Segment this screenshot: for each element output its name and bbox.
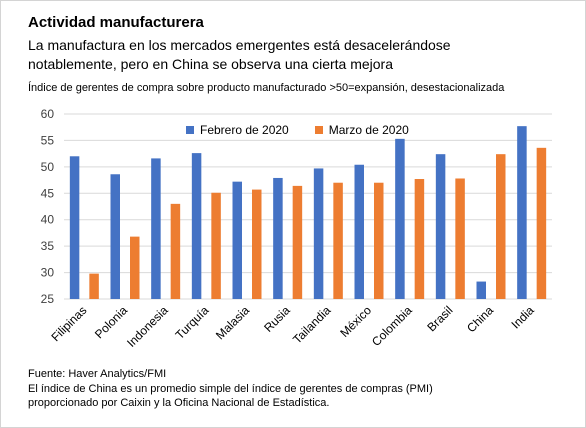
x-tick-label: Tailandia [290, 303, 334, 347]
chart-title: Actividad manufacturera [28, 14, 204, 31]
y-tick-label: 35 [41, 239, 55, 253]
subtitle-line-2: notablemente, pero en China se observa u… [28, 56, 393, 72]
legend: Febrero de 2020 Marzo de 2020 [186, 123, 409, 137]
x-tick-label: Polonia [92, 303, 130, 341]
x-tick-label: India [508, 303, 537, 332]
bar-series-1 [435, 154, 446, 299]
bar-series-2 [536, 147, 547, 299]
footer: Fuente: Haver Analytics/FMI El índice de… [28, 367, 568, 411]
bar-series-1 [191, 153, 202, 299]
y-tick-label: 40 [41, 213, 55, 227]
footer-source: Fuente: Haver Analytics/FMI [28, 368, 167, 380]
bar-series-1 [110, 174, 120, 299]
bar-series-2 [89, 273, 99, 299]
legend-label-series-1: Febrero de 2020 [200, 123, 289, 137]
bar-series-1 [151, 158, 161, 299]
x-tick-label: Filipinas [48, 303, 89, 344]
x-tick-label: Malasia [213, 303, 252, 342]
legend-item-series-2: Marzo de 2020 [314, 123, 409, 137]
bar-series-2 [170, 203, 181, 299]
x-tick-label: Rusia [261, 303, 293, 335]
bar-series-2 [211, 192, 221, 299]
bar-series-2 [252, 189, 262, 299]
x-tick-label: Colombia [369, 303, 415, 349]
y-tick-label: 30 [41, 266, 55, 280]
axis-note: Índice de gerentes de compra sobre produ… [28, 82, 505, 94]
y-tick-label: 50 [41, 160, 55, 174]
legend-item-series-1: Febrero de 2020 [186, 123, 289, 137]
bar-series-2 [374, 182, 384, 299]
bar-series-1 [354, 164, 364, 299]
bar-series-2 [130, 236, 140, 299]
y-tick-label: 25 [41, 292, 55, 306]
y-tick-label: 55 [41, 133, 55, 147]
x-tick-label: Turquía [173, 303, 212, 342]
x-tick-label: México [337, 303, 374, 340]
x-tick-label: China [464, 303, 496, 335]
y-tick-label: 45 [41, 186, 55, 200]
bar-series-2 [333, 182, 343, 299]
bar-series-1 [273, 177, 283, 299]
bar-series-1 [69, 156, 80, 299]
bar-series-1 [313, 168, 324, 299]
bar-series-2 [496, 154, 506, 299]
subtitle-line-1: La manufactura en los mercados emergente… [28, 37, 451, 53]
bar-series-2 [414, 179, 425, 299]
footer-note-line-2: proporcionado por Caixin y la Oficina Na… [28, 397, 330, 409]
x-tick-label: Brasil [424, 303, 455, 334]
bar-series-2 [455, 178, 465, 299]
bar-series-2 [292, 185, 303, 299]
legend-swatch-series-1 [186, 126, 194, 134]
bar-series-1 [476, 281, 486, 299]
y-tick-label: 60 [41, 107, 55, 121]
footer-note-line-1: El índice de China es un promedio simple… [28, 382, 433, 395]
legend-label-series-2: Marzo de 2020 [328, 123, 409, 137]
bar-series-1 [517, 126, 527, 300]
bar-series-1 [232, 181, 242, 299]
x-tick-label: Indonesia [124, 303, 171, 350]
bar-series-1 [395, 138, 405, 299]
chart-subtitle: La manufactura en los mercados emergente… [28, 36, 548, 74]
legend-swatch-series-2 [314, 126, 323, 134]
